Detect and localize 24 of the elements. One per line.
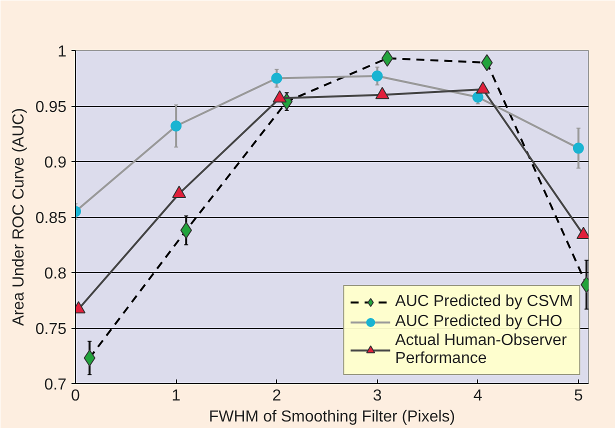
y-tick-label: 0.85 bbox=[35, 210, 67, 227]
x-tick-label: 5 bbox=[574, 388, 583, 404]
x-tick-label: 3 bbox=[372, 388, 382, 404]
y-tick-label: 0.7 bbox=[44, 376, 67, 394]
x-tick-label: 0 bbox=[71, 388, 80, 404]
y-tick-label: 0.8 bbox=[44, 266, 67, 282]
legend-label: AUC Predicted by CHO bbox=[395, 313, 562, 331]
point bbox=[572, 142, 584, 154]
point bbox=[372, 70, 383, 82]
x-tick-label: 4 bbox=[473, 388, 482, 404]
legend-label: AUC Predicted by CSVM bbox=[395, 293, 573, 311]
y-axis-title: Area Under ROC Curve (AUC) bbox=[10, 108, 28, 326]
y-tick-label: 0.95 bbox=[35, 99, 67, 116]
x-tick-label: 1 bbox=[172, 388, 181, 404]
y-tick-label: 0.75 bbox=[35, 321, 67, 338]
y-tick-label: 0.9 bbox=[44, 154, 67, 172]
point bbox=[271, 72, 282, 84]
y-tick-label: 1 bbox=[58, 44, 67, 60]
point bbox=[472, 92, 484, 103]
x-axis-title: FWHM of Smoothing Filter (Pixels) bbox=[208, 408, 456, 426]
x-tick-label: 2 bbox=[272, 388, 282, 404]
point bbox=[381, 50, 394, 67]
legend-label: Actual Human-Observer Performance bbox=[395, 332, 567, 368]
point bbox=[170, 120, 182, 132]
